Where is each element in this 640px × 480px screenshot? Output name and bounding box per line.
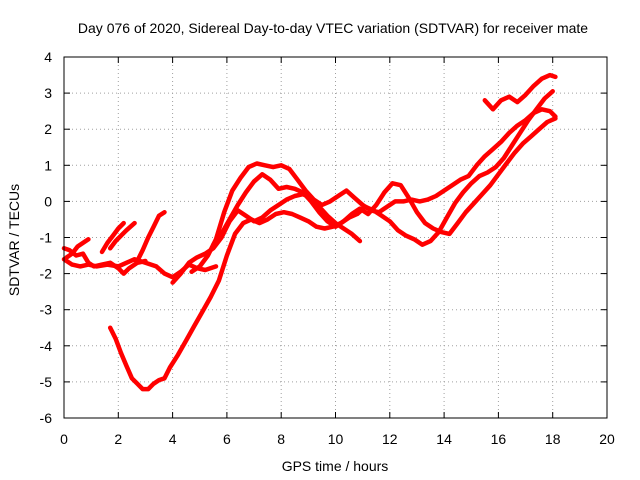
y-tick-label: 4: [44, 49, 52, 65]
y-tick-label: -2: [40, 266, 53, 282]
series-line-arc-4: [99, 220, 126, 255]
y-tick-label: -4: [40, 338, 53, 354]
plot-border: [63, 56, 608, 419]
y-axis-label: SDTVAR / TECUs: [6, 184, 22, 296]
y-tick-label: 1: [44, 157, 52, 173]
x-tick-label: 6: [223, 431, 231, 447]
x-tick-label: 8: [277, 431, 285, 447]
y-tick-label: -5: [40, 374, 53, 390]
series-line-arc-3: [64, 237, 91, 260]
x-tick-label: 18: [545, 431, 561, 447]
x-tick-label: 4: [169, 431, 177, 447]
x-tick-label: 0: [60, 431, 68, 447]
x-tick-label: 14: [436, 431, 452, 447]
y-tick-label: 3: [44, 85, 52, 101]
y-tick-label: 2: [44, 121, 52, 137]
grid: [64, 57, 607, 418]
chart-title: Day 076 of 2020, Sidereal Day-to-day VTE…: [78, 20, 588, 36]
series-group: [61, 72, 558, 392]
series-line-arc-10: [211, 116, 558, 247]
x-tick-label: 16: [491, 431, 507, 447]
y-tick-label: -3: [40, 302, 53, 318]
series-line-arc-9: [189, 107, 558, 275]
x-tick-label: 12: [382, 431, 398, 447]
y-tick-label: -6: [40, 410, 53, 426]
series-line-arc-2: [61, 246, 148, 276]
x-tick-labels: 0 2 4 6 8 10 12 14 16 18 20: [60, 431, 615, 447]
x-axis-label: GPS time / hours: [282, 458, 389, 474]
x-tick-label: 20: [599, 431, 615, 447]
y-tick-label: -1: [40, 230, 53, 246]
series-line-arc-8: [170, 191, 363, 285]
y-tick-labels: 4 3 2 1 0 -1 -2 -3 -4 -5 -6: [40, 49, 53, 426]
x-tick-label: 2: [114, 431, 122, 447]
x-tick-label: 10: [328, 431, 344, 447]
series-line-arc-6: [135, 209, 167, 264]
series-line-arc-11: [482, 72, 558, 112]
series-line-arc-5: [107, 220, 137, 251]
series-line-arc-7: [107, 89, 555, 392]
y-tick-label: 0: [44, 193, 52, 209]
